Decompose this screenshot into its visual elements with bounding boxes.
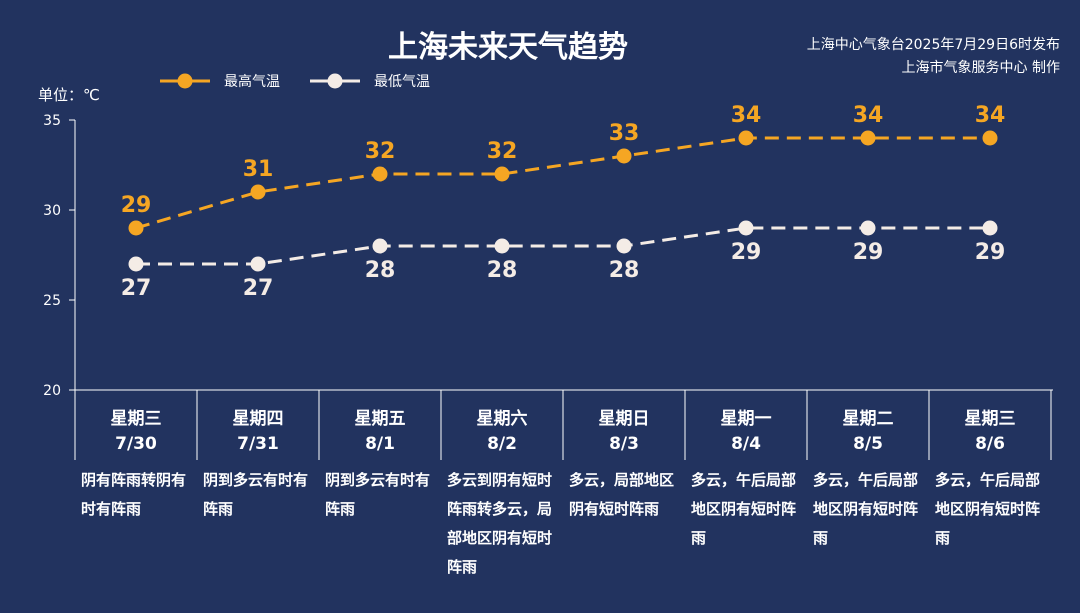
data-point-low [616, 238, 632, 254]
date-label: 8/2 [487, 434, 517, 454]
unit-label: 单位：℃ [38, 86, 100, 104]
data-point-low [982, 220, 998, 236]
legend-high-label: 最高气温 [224, 74, 280, 90]
forecast-description: 阴有阵雨转阴有时有阵雨 [81, 471, 187, 518]
data-point-low [128, 256, 144, 272]
data-label-high: 32 [365, 139, 396, 164]
data-label-high: 32 [487, 139, 518, 164]
data-label-low: 29 [853, 240, 884, 265]
data-label-low: 27 [243, 276, 274, 301]
data-label-high: 34 [975, 103, 1006, 128]
day-header-cell: 星期六 8/2 [441, 392, 563, 458]
data-label-low: 28 [609, 258, 640, 283]
date-label: 8/1 [365, 434, 395, 454]
day-header-cell: 星期三 8/6 [929, 392, 1051, 458]
data-point-high [372, 166, 388, 182]
weekday-label: 星期一 [720, 409, 772, 429]
data-point-high [738, 130, 754, 146]
data-label-high: 34 [853, 103, 884, 128]
data-point-high [250, 184, 266, 200]
date-label: 8/4 [731, 434, 761, 454]
legend-low: 最低气温 [310, 71, 430, 91]
data-point-low [494, 238, 510, 254]
data-label-high: 33 [609, 121, 640, 146]
weekday-label: 星期三 [110, 409, 162, 429]
series-line-high [135, 136, 990, 230]
data-label-low: 27 [121, 276, 152, 301]
data-point-low [372, 238, 388, 254]
issuer-info: 上海中心气象台2025年7月29日6时发布 上海市气象服务中心 制作 [807, 34, 1060, 80]
weekday-label: 星期三 [964, 409, 1016, 429]
forecast-description: 多云，局部地区阴有短时阵雨 [569, 471, 675, 518]
weekday-label: 星期六 [476, 409, 528, 429]
data-point-high [982, 130, 998, 146]
forecast-description: 多云，午后局部地区阴有短时阵雨 [935, 471, 1041, 547]
series-line-low [136, 226, 990, 266]
data-label-low: 28 [487, 258, 518, 283]
date-label: 7/30 [115, 434, 157, 454]
forecast-description: 阴到多云有时有阵雨 [325, 471, 431, 518]
data-point-high [616, 148, 632, 164]
day-header-cell: 星期三 7/30 [75, 392, 197, 458]
data-label-high: 31 [243, 157, 274, 182]
weekday-label: 星期五 [354, 409, 406, 429]
date-label: 8/3 [609, 434, 639, 454]
forecast-description: 多云，午后局部地区阴有短时阵雨 [813, 471, 919, 547]
day-header-cell: 星期二 8/5 [807, 392, 929, 458]
data-label-high: 29 [121, 193, 152, 218]
legend-high-marker-icon [160, 73, 210, 89]
date-label: 7/31 [237, 434, 279, 454]
data-point-high [128, 220, 144, 236]
page-title: 上海未来天气趋势 [388, 30, 628, 65]
weekday-label: 星期二 [842, 409, 894, 429]
day-header-cell: 星期四 7/31 [197, 392, 319, 458]
y-tick-label: 30 [43, 203, 61, 219]
data-point-low [738, 220, 754, 236]
data-label-low: 29 [731, 240, 762, 265]
date-label: 8/6 [975, 434, 1005, 454]
issuer-line-2: 上海市气象服务中心 制作 [901, 60, 1060, 76]
legend-low-label: 最低气温 [374, 74, 430, 90]
data-point-high [494, 166, 510, 182]
day-header-cell: 星期日 8/3 [563, 392, 685, 458]
legend-high: 最高气温 [160, 71, 280, 91]
forecast-description: 阴到多云有时有阵雨 [203, 471, 309, 518]
data-point-low [860, 220, 876, 236]
y-tick-label: 25 [43, 293, 61, 309]
day-header-cell: 星期一 8/4 [685, 392, 807, 458]
weekday-label: 星期四 [232, 409, 284, 429]
date-label: 8/5 [853, 434, 883, 454]
data-label-high: 34 [731, 103, 762, 128]
data-label-low: 28 [365, 258, 396, 283]
y-tick-label: 35 [43, 113, 61, 129]
y-tick-label: 20 [43, 383, 61, 399]
data-point-high [860, 130, 876, 146]
legend-low-marker-icon [310, 73, 360, 89]
day-header-cell: 星期五 8/1 [319, 392, 441, 458]
forecast-description: 多云到阴有短时阵雨转多云，局部地区阴有短时阵雨 [447, 471, 553, 576]
weekday-label: 星期日 [598, 409, 650, 429]
forecast-description: 多云，午后局部地区阴有短时阵雨 [691, 471, 797, 547]
issuer-line-1: 上海中心气象台2025年7月29日6时发布 [806, 37, 1060, 53]
data-point-low [250, 256, 266, 272]
data-label-low: 29 [975, 240, 1006, 265]
